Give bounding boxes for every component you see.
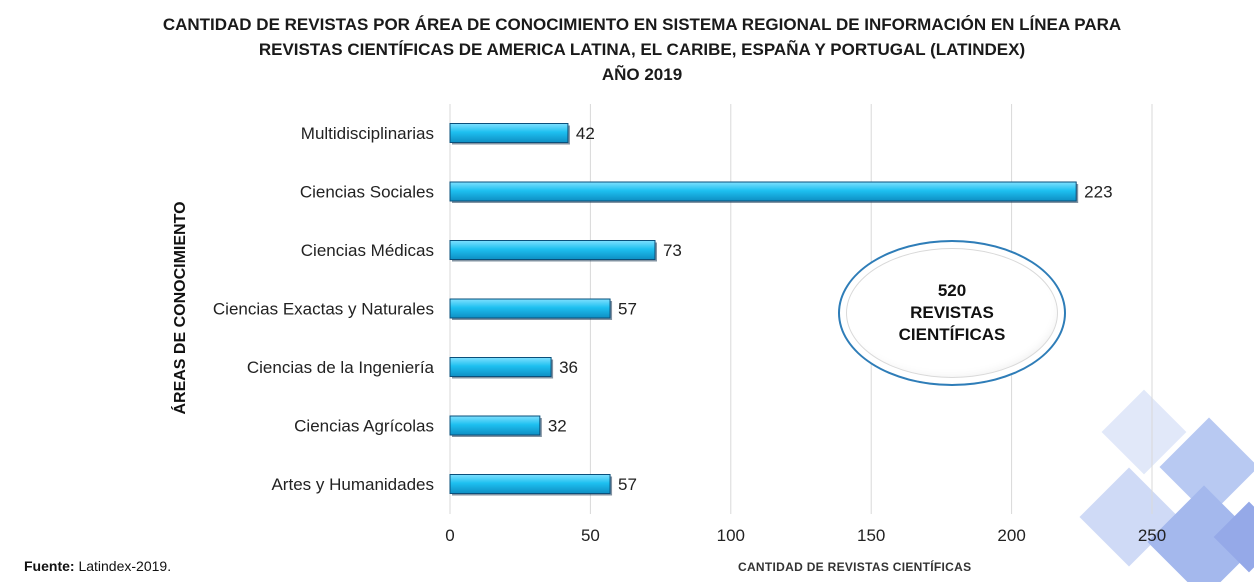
total-number: 520: [937, 281, 967, 300]
category-label: Ciencias Sociales: [300, 183, 434, 202]
bar: [449, 298, 611, 319]
data-label: 32: [548, 417, 567, 436]
bar: [449, 123, 569, 143]
title-line-3: AÑO 2019: [601, 65, 683, 84]
bar: [449, 474, 611, 494]
chart-title: CANTIDAD DE REVISTAS POR ÁREA DE CONOCIM…: [0, 12, 1254, 87]
data-label: 73: [663, 241, 682, 260]
data-label: 36: [559, 358, 578, 377]
source-text: Latindex-2019.: [74, 558, 172, 574]
data-label: 57: [618, 475, 637, 494]
x-tick-label: 150: [857, 526, 885, 545]
source-label: Fuente:: [24, 558, 75, 574]
category-label: Multidisciplinarias: [301, 124, 434, 143]
category-label: Artes y Humanidades: [271, 475, 434, 494]
total-line-1: REVISTAS: [910, 303, 994, 322]
x-tick-label: 100: [717, 526, 745, 545]
bar: [449, 181, 1077, 202]
bar: [449, 415, 541, 436]
category-label: Ciencias Exactas y Naturales: [213, 300, 434, 319]
decorative-corner-pattern: [1079, 389, 1254, 582]
x-tick-label: 0: [445, 526, 454, 545]
total-callout: 520 REVISTAS CIENTÍFICAS: [838, 240, 1066, 386]
x-tick-label: 250: [1138, 526, 1166, 545]
title-line-1: CANTIDAD DE REVISTAS POR ÁREA DE CONOCIM…: [162, 15, 1122, 34]
data-label: 57: [618, 300, 637, 319]
y-axis-label: ÁREAS DE CONOCIMIENTO: [172, 201, 189, 415]
x-axis-label: CANTIDAD DE REVISTAS CIENTÍFICAS: [738, 560, 972, 574]
source-note: Fuente: Latindex-2019.: [24, 558, 171, 574]
category-label: Ciencias Agrícolas: [294, 417, 434, 436]
title-line-2: REVISTAS CIENTÍFICAS DE AMERICA LATINA, …: [258, 40, 1026, 59]
bar: [449, 357, 552, 377]
data-label: 42: [576, 124, 595, 143]
x-tick-label: 50: [581, 526, 600, 545]
data-label: 223: [1084, 183, 1112, 202]
bar: [449, 240, 656, 260]
total-line-2: CIENTÍFICAS: [898, 325, 1006, 344]
x-tick-label: 200: [997, 526, 1025, 545]
category-label: Ciencias Médicas: [301, 241, 434, 260]
category-label: Ciencias de la Ingeniería: [247, 358, 435, 377]
